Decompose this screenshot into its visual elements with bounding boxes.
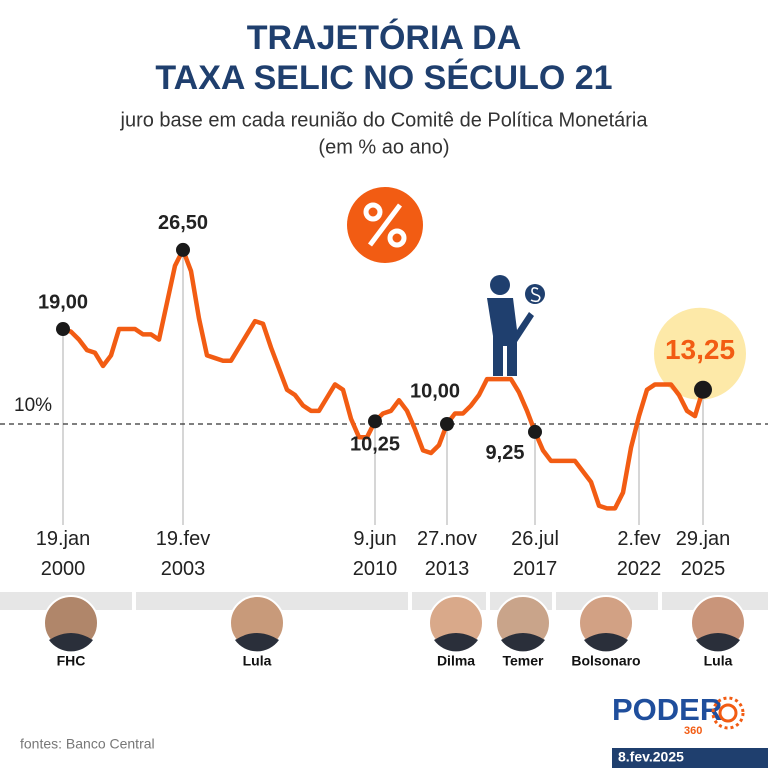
president-name: Temer: [503, 653, 545, 669]
value-label: 10,00: [410, 380, 460, 402]
point: [56, 322, 70, 337]
date-label: 19.jan 2000: [36, 528, 91, 580]
reference-label: 10%: [14, 395, 52, 416]
point: [694, 380, 712, 399]
source: fontes: Banco Central: [20, 736, 155, 752]
president-suit: [49, 633, 93, 652]
date-label: 26.jul 2017: [511, 528, 559, 580]
date-box: [612, 748, 768, 768]
subtitle-line: juro base em cada reunião do Comitê de P…: [120, 109, 649, 131]
president-bars: [0, 592, 768, 610]
person-icon: [487, 275, 545, 376]
brand-sun: [711, 696, 745, 730]
value-label: 19,00: [38, 291, 88, 313]
president-suit: [584, 633, 628, 652]
president-suit: [501, 633, 545, 652]
title-line: TAXA SELIC NO SÉCULO 21: [155, 59, 612, 97]
president-suit: [696, 633, 740, 652]
point: [176, 242, 190, 257]
date-label: 2.fev 2022: [617, 528, 662, 580]
selic-line: [62, 247, 706, 511]
brand-number: 360: [684, 725, 702, 737]
president-name: FHC: [57, 653, 86, 669]
president-suit: [235, 633, 279, 652]
publish-date: 8.fev.2025: [618, 749, 684, 765]
value-label: 9,25: [486, 442, 525, 464]
value-label: 10,25: [350, 434, 400, 456]
president-name: Bolsonaro: [571, 653, 640, 669]
date-label: 27.nov 2013: [417, 528, 477, 580]
point: [368, 414, 382, 429]
highlight: [654, 307, 746, 400]
president-name: Lula: [704, 653, 733, 669]
value-label: 13,25: [665, 334, 735, 365]
president-name: Lula: [243, 653, 272, 669]
date-label: 29.jan 2025: [676, 528, 731, 580]
point: [528, 424, 542, 439]
percent-icon: [347, 187, 423, 263]
subtitle-line: (em % ao ano): [318, 136, 449, 158]
date-label: 19.fev 2003: [156, 528, 210, 580]
president-suit: [434, 633, 478, 652]
brand-name: PODER: [612, 692, 722, 727]
value-label: 26,50: [158, 212, 208, 234]
point: [440, 417, 454, 431]
title-line: TRAJETÓRIA DA: [247, 19, 522, 57]
date-label: 9.jun 2010: [353, 528, 398, 580]
president-name: Dilma: [437, 653, 475, 669]
